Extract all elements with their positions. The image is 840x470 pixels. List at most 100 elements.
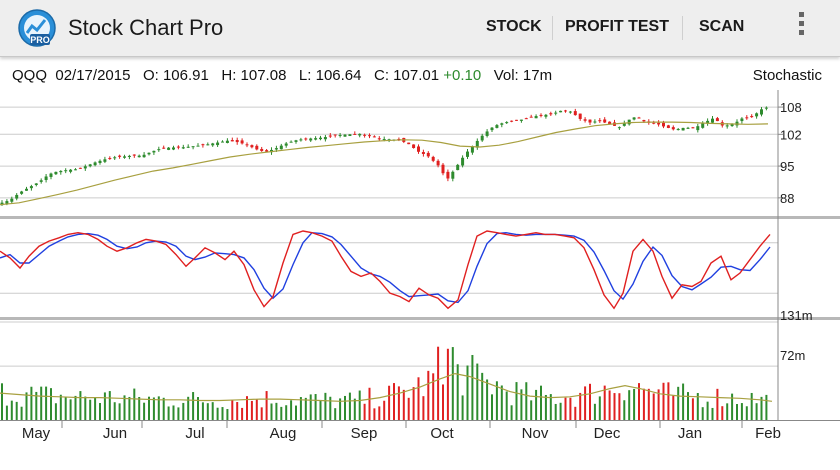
candle-body — [608, 121, 612, 125]
volume-bar — [226, 409, 229, 420]
candle-body — [216, 142, 220, 146]
volume-bar — [201, 402, 204, 420]
logo-badge-text: PRO — [30, 35, 50, 45]
candle-body — [343, 134, 347, 137]
candle-body — [466, 151, 469, 157]
candle-body — [74, 169, 77, 171]
volume-bar — [339, 398, 342, 420]
candle-body — [5, 201, 9, 204]
volume-bar — [177, 407, 180, 420]
candle-body — [510, 120, 514, 122]
month-label: Dec — [594, 425, 621, 442]
volume-bar — [59, 394, 62, 420]
candle-body — [69, 169, 73, 172]
volume-bar — [525, 382, 528, 420]
volume-bar — [750, 392, 753, 420]
volume-bar — [5, 405, 8, 420]
quote-low: L: 106.64 — [298, 67, 362, 84]
stochastic-k-line — [0, 230, 771, 310]
volume-bar — [152, 397, 155, 420]
volume-bar — [64, 397, 67, 420]
price-axis-label: 108 — [780, 100, 802, 115]
volume-bar — [696, 393, 699, 420]
volume-bar — [84, 396, 87, 420]
profit-test-button[interactable]: PROFIT TEST — [565, 18, 669, 35]
volume-bar — [491, 394, 493, 420]
volume-bar — [564, 397, 567, 420]
candle-body — [666, 125, 670, 128]
volume-bar — [314, 394, 317, 420]
volume-bar — [593, 403, 596, 420]
action-divider — [682, 16, 683, 40]
candle-body — [603, 119, 607, 123]
candle-body — [211, 143, 215, 146]
candle-body — [201, 144, 205, 146]
volume-bar — [304, 397, 307, 420]
candle-body — [0, 202, 4, 206]
volume-bar — [569, 397, 572, 420]
candle-body — [451, 171, 455, 179]
candle-body — [39, 180, 43, 182]
candle-body — [64, 170, 68, 172]
volume-bar — [388, 385, 391, 420]
volume-bar — [157, 396, 160, 420]
month-label: Aug — [270, 425, 297, 442]
volume-bar — [74, 395, 77, 420]
indicator-selector[interactable]: Stochastic — [752, 67, 822, 84]
volume-bar — [319, 400, 322, 420]
volume-bar — [393, 383, 395, 420]
stochastic-d-line — [0, 231, 771, 304]
volume-bar — [270, 403, 273, 420]
volume-bar — [285, 405, 288, 420]
candle-body — [348, 134, 352, 137]
volume-bar — [290, 400, 293, 420]
volume-bar — [89, 399, 92, 420]
volume-bar — [618, 393, 621, 420]
volume-moving-average-line — [0, 372, 773, 402]
volume-bar — [486, 379, 489, 420]
candle-body — [760, 109, 763, 115]
candle-body — [113, 157, 117, 159]
candle-body — [353, 133, 357, 135]
candle-body — [274, 148, 278, 150]
candle-body — [294, 140, 298, 142]
candle-body — [421, 152, 425, 155]
volume-bar — [677, 386, 680, 420]
candle-body — [573, 111, 577, 116]
candle-body — [29, 186, 33, 189]
candle-body — [701, 123, 705, 128]
price-axis-label: 102 — [780, 127, 802, 142]
candle-body — [622, 123, 626, 126]
stock-button[interactable]: STOCK — [486, 18, 542, 35]
volume-bar — [10, 400, 13, 420]
candle-body — [240, 140, 244, 144]
action-divider — [552, 16, 553, 40]
scan-button[interactable]: SCAN — [699, 18, 745, 35]
volume-bar — [706, 401, 709, 420]
candle-body — [176, 146, 180, 148]
overflow-menu-icon[interactable] — [796, 12, 806, 44]
candle-body — [627, 119, 631, 125]
app-logo-icon[interactable]: PRO — [18, 9, 56, 47]
volume-bar — [589, 383, 591, 420]
volume-bar — [736, 404, 738, 420]
axis-layer: 108 102 95 88 131m 72m May Jun Jul Aug Sep Oct Nov De… — [0, 90, 840, 442]
candle-body — [10, 198, 14, 202]
volume-bar — [373, 408, 376, 420]
volume-bar — [358, 390, 361, 420]
candle-body — [529, 116, 533, 118]
candle-body — [598, 120, 602, 122]
candle-body — [44, 176, 48, 180]
volume-bar — [691, 398, 694, 420]
candle-body — [657, 122, 661, 125]
stock-chart[interactable]: 108 102 95 88 131m 72m May Jun Jul Aug Sep Oct Nov De… — [0, 90, 840, 470]
volume-bar — [628, 390, 631, 420]
price-axis-label: 88 — [780, 191, 794, 206]
volume-bar — [417, 377, 420, 420]
volume-bar — [329, 396, 332, 420]
candle-body — [711, 118, 714, 123]
candle-body — [456, 164, 460, 171]
volume-bar — [687, 392, 689, 420]
volume-bar — [143, 402, 146, 420]
candle-body — [319, 137, 322, 140]
